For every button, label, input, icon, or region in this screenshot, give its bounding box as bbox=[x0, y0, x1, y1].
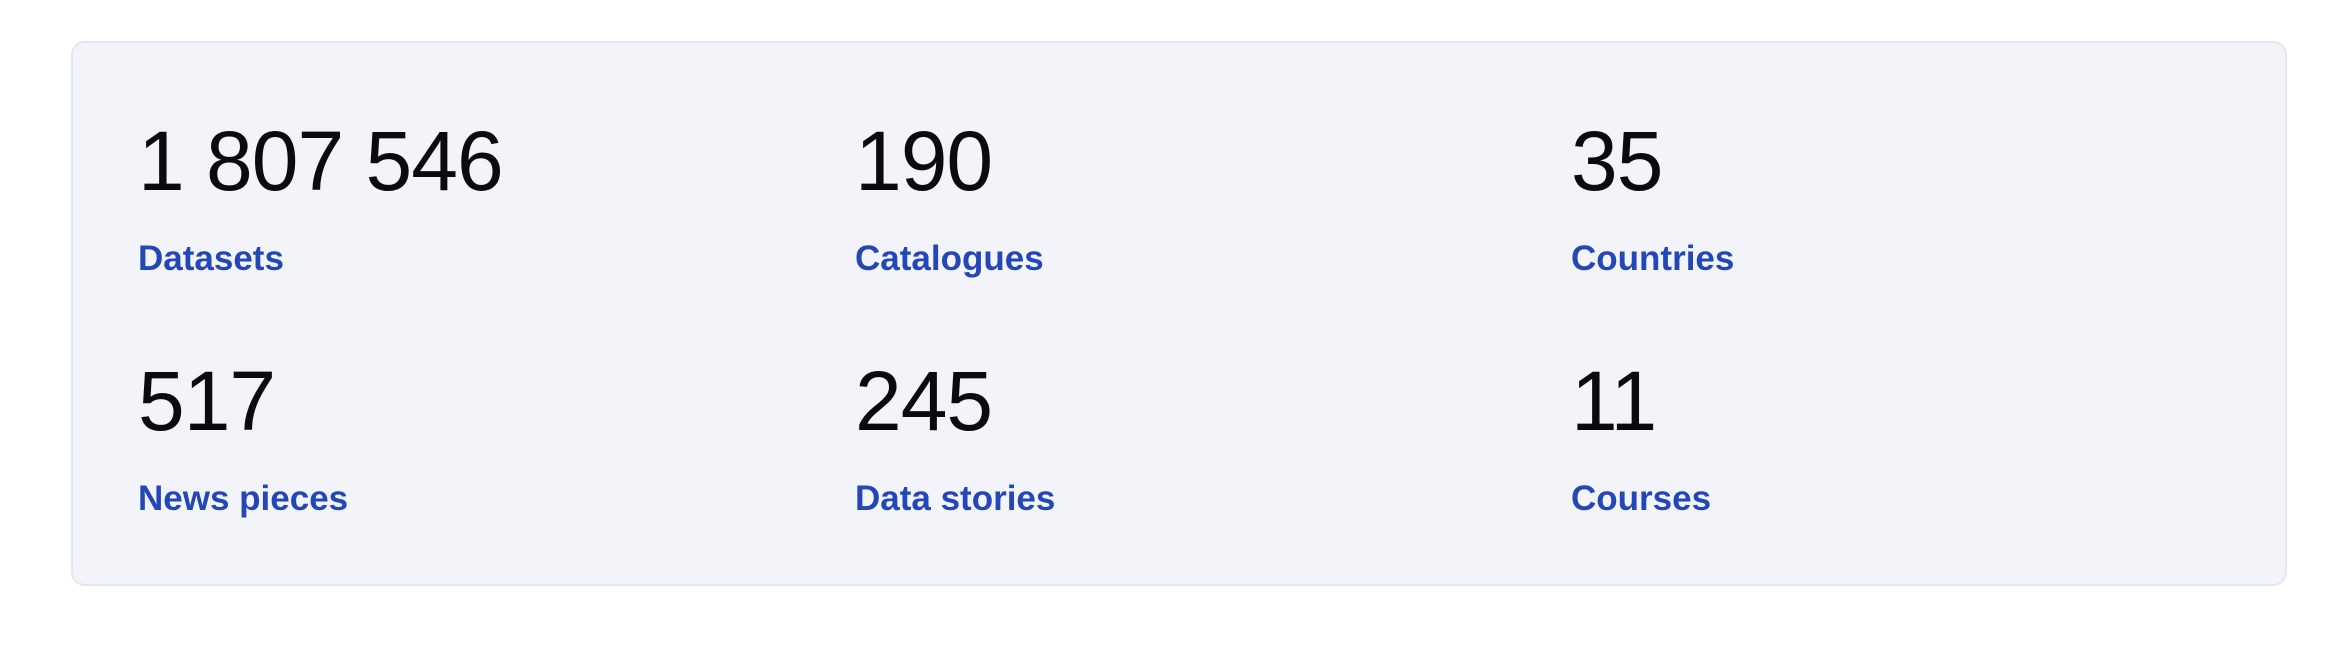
stat-value: 11 bbox=[1571, 354, 1657, 448]
stat-value: 1 807 546 bbox=[138, 114, 504, 208]
stat-link-data-stories[interactable]: Data stories bbox=[855, 479, 1056, 518]
stats-panel: 1 807 546 Datasets 190 Catalogues 35 Cou… bbox=[71, 41, 2287, 586]
stat-value: 190 bbox=[855, 114, 993, 208]
stat-link-datasets[interactable]: Datasets bbox=[138, 239, 284, 278]
stat-value: 517 bbox=[138, 354, 276, 448]
stat-link-catalogues[interactable]: Catalogues bbox=[855, 239, 1044, 278]
stat-link-countries[interactable]: Countries bbox=[1571, 239, 1735, 278]
stat-link-courses[interactable]: Courses bbox=[1571, 479, 1712, 518]
stat-link-news-pieces[interactable]: News pieces bbox=[138, 479, 349, 518]
stat-courses: 11 Courses bbox=[1571, 359, 2171, 519]
stat-value: 245 bbox=[855, 354, 993, 448]
stat-countries: 35 Countries bbox=[1571, 119, 2171, 279]
stat-catalogues: 190 Catalogues bbox=[855, 119, 1455, 279]
stat-datasets: 1 807 546 Datasets bbox=[138, 119, 738, 279]
stat-value: 35 bbox=[1571, 114, 1663, 208]
stat-news-pieces: 517 News pieces bbox=[138, 359, 738, 519]
stat-data-stories: 245 Data stories bbox=[855, 359, 1455, 519]
